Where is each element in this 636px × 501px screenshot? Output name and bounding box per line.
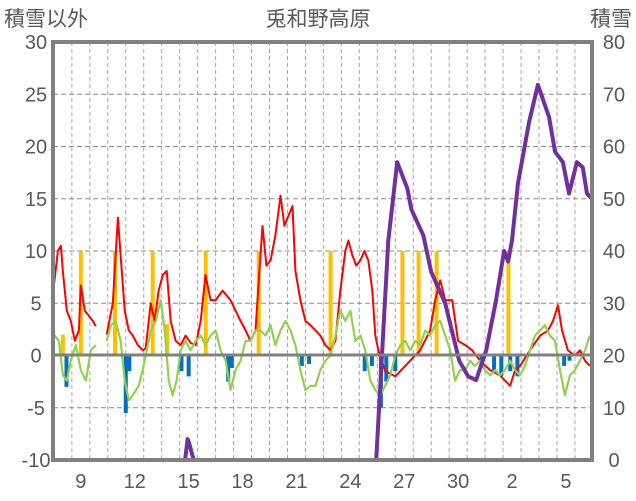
bar-positive <box>328 251 333 356</box>
left-axis-title: 積雪以外 <box>4 7 88 31</box>
y2-tick-label: 50 <box>603 189 625 211</box>
bar-negative <box>179 355 184 372</box>
bar-negative <box>307 355 312 364</box>
right-axis-title: 積雪 <box>590 7 632 31</box>
bar-positive <box>165 324 170 356</box>
bar-negative <box>562 355 567 366</box>
x-tick-label: 12 <box>124 471 146 493</box>
x-tick-label: 9 <box>75 471 86 493</box>
plot-frame <box>51 40 594 462</box>
bar-negative <box>567 355 572 361</box>
y-tick-label: 25 <box>25 84 47 106</box>
bar-positive <box>112 251 117 356</box>
bar-negative <box>492 355 497 372</box>
y2-tick-label: 10 <box>603 398 625 420</box>
bar-positive <box>60 334 65 356</box>
bar-negative <box>229 355 234 369</box>
x-tick-label: 27 <box>393 471 415 493</box>
y2-tick-label: 80 <box>603 32 625 54</box>
y-tick-label: 30 <box>25 32 47 54</box>
x-tick-label: 21 <box>285 471 307 493</box>
bar-negative <box>499 355 504 377</box>
y-tick-label: -5 <box>27 398 45 420</box>
bar-negative <box>186 355 191 377</box>
y2-tick-label: 70 <box>603 84 625 106</box>
bar-positive <box>400 251 405 356</box>
series-lines <box>52 82 594 462</box>
x-tick-label: 18 <box>231 471 253 493</box>
chart-title: 兎和野高原 <box>266 7 371 31</box>
y2-tick-label: 40 <box>603 241 625 263</box>
y-tick-label: 20 <box>25 137 47 159</box>
bar-negative <box>127 355 132 372</box>
x-tick-label: 30 <box>447 471 469 493</box>
x-tick-label: 15 <box>178 471 200 493</box>
bar-negative <box>393 355 398 372</box>
bar-negative <box>369 355 374 366</box>
bar-negative <box>226 355 231 382</box>
bar-positive <box>506 251 511 356</box>
bar-negative <box>515 355 520 377</box>
bar-negative <box>299 355 304 366</box>
y-tick-label: 15 <box>25 189 47 211</box>
bar-positive <box>434 251 439 356</box>
series-line-green <box>53 299 591 402</box>
y2-tick-label: 0 <box>608 450 619 472</box>
y-tick-label: -10 <box>22 450 51 472</box>
bar-negative <box>362 355 367 372</box>
series-line-purple <box>53 82 594 462</box>
y2-tick-label: 60 <box>603 137 625 159</box>
bar-negative <box>64 355 69 387</box>
x-tick-label: 24 <box>339 471 361 493</box>
y-tick-label: 5 <box>30 293 41 315</box>
y2-tick-label: 30 <box>603 293 625 315</box>
bar-positive <box>203 251 208 356</box>
bar-negative <box>384 355 389 382</box>
y-tick-label: 0 <box>30 346 41 368</box>
bar-positive <box>150 251 155 356</box>
y-tick-label: 10 <box>25 241 47 263</box>
y2-tick-label: 20 <box>603 346 625 368</box>
bar-negative <box>508 355 513 372</box>
x-tick-label: 2 <box>506 471 517 493</box>
x-tick-label: 5 <box>560 471 571 493</box>
bar-positive <box>416 251 421 356</box>
bar-positive <box>256 251 261 356</box>
